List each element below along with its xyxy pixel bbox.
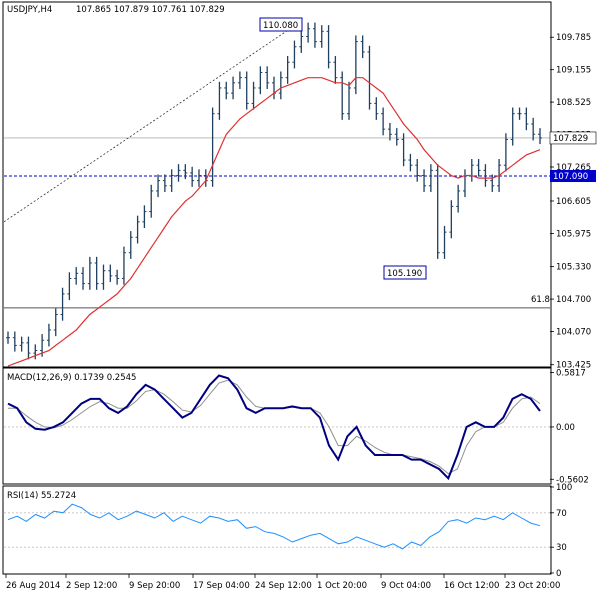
macd-tick-label: 0.5817 bbox=[556, 369, 586, 379]
price-panel: 109.785109.155108.525107.895107.265106.6… bbox=[3, 21, 597, 371]
chart-title: USDJPY,H4 bbox=[7, 5, 52, 15]
moving-average-line bbox=[7, 77, 541, 367]
price-tick-label: 103.425 bbox=[556, 361, 591, 371]
rsi-line bbox=[7, 503, 541, 550]
time-tick-label: 9 Sep 20:00 bbox=[129, 581, 180, 591]
support-label: 107.090 bbox=[553, 172, 588, 182]
time-tick-label: 26 Aug 2014 bbox=[6, 581, 60, 591]
current-price-label: 107.829 bbox=[553, 134, 588, 144]
time-tick-label: 23 Oct 20:00 bbox=[505, 581, 560, 591]
time-tick-label: 2 Sep 12:00 bbox=[66, 581, 117, 591]
macd-title: MACD(12,26,9) 0.1739 0.2545 bbox=[7, 373, 136, 383]
trend-line bbox=[3, 21, 301, 223]
time-tick-label: 16 Oct 12:00 bbox=[444, 581, 499, 591]
low-annotation-box bbox=[383, 265, 427, 280]
low-annotation: 105.190 bbox=[387, 269, 422, 279]
time-tick-label: 1 Oct 20:00 bbox=[317, 581, 367, 591]
rsi-tick-label: 30 bbox=[556, 543, 567, 553]
support-label-box bbox=[550, 170, 596, 183]
price-tick-label: 108.525 bbox=[556, 98, 591, 108]
price-tick-label: 106.605 bbox=[556, 197, 591, 207]
rsi-tick-label: 100 bbox=[556, 483, 572, 493]
macd-panel-frame bbox=[2, 367, 552, 485]
price-tick-label: 104.700 bbox=[556, 295, 591, 305]
current-price-box bbox=[549, 131, 597, 145]
price-tick-label: 105.975 bbox=[556, 229, 591, 239]
price-tick-label: 107.265 bbox=[556, 163, 591, 173]
fib-level-label: 61.8 bbox=[531, 295, 550, 305]
high-annotation-box bbox=[259, 17, 303, 32]
macd-panel: 0.5817 0.00 -0.5602 bbox=[4, 369, 589, 485]
price-tick-label: 109.785 bbox=[556, 33, 591, 43]
time-axis: 26 Aug 2014 2 Sep 12:00 9 Sep 20:00 17 Sep … bbox=[5, 574, 560, 591]
price-tick-label: 104.070 bbox=[556, 328, 591, 338]
macd-tick-label: 0.00 bbox=[556, 423, 575, 433]
rsi-panel-frame bbox=[2, 485, 552, 575]
rsi-tick-label: 0 bbox=[556, 569, 561, 579]
time-tick-label: 17 Sep 04:00 bbox=[193, 581, 250, 591]
rsi-panel: 100 70 30 0 bbox=[4, 483, 572, 579]
high-annotation: 110.080 bbox=[263, 21, 298, 31]
time-tick-label: 9 Oct 04:00 bbox=[381, 581, 431, 591]
ohlc-header: 107.865 107.879 107.761 107.829 bbox=[76, 5, 225, 15]
time-tick-label: 24 Sep 12:00 bbox=[255, 581, 312, 591]
macd-line bbox=[7, 374, 541, 481]
macd-tick-label: -0.5602 bbox=[556, 475, 589, 485]
rsi-tick-label: 70 bbox=[556, 509, 567, 519]
price-panel-frame bbox=[2, 1, 552, 368]
rsi-title: RSI(14) 55.2724 bbox=[7, 491, 76, 501]
price-tick-label: 105.330 bbox=[556, 263, 591, 273]
price-tick-label: 109.155 bbox=[556, 66, 591, 76]
